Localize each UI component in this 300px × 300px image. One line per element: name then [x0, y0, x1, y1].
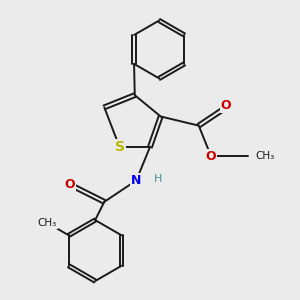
Text: O: O: [206, 150, 216, 163]
Text: O: O: [65, 178, 76, 190]
Text: CH₃: CH₃: [38, 218, 57, 228]
Text: CH₃: CH₃: [255, 151, 274, 161]
Text: H: H: [153, 174, 162, 184]
Text: S: S: [115, 140, 124, 154]
Text: N: N: [131, 174, 142, 187]
Text: O: O: [221, 99, 232, 112]
